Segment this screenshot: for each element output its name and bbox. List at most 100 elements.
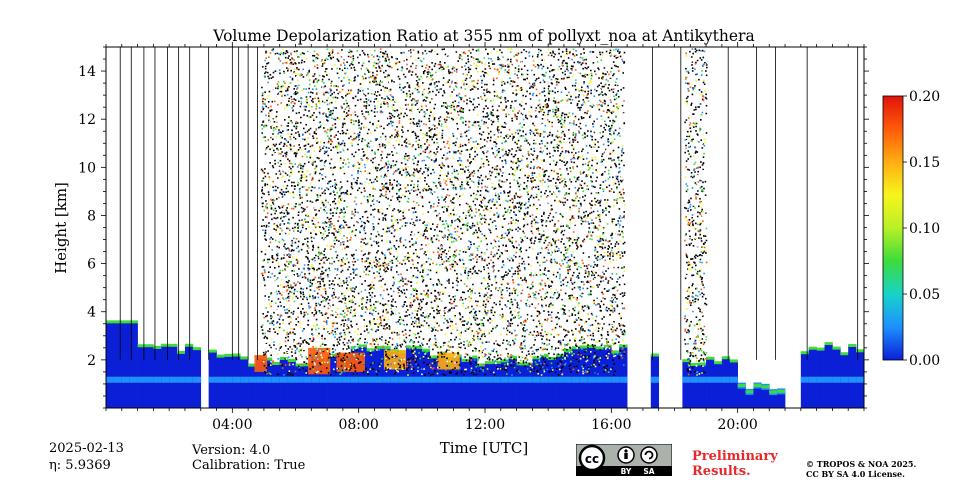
y-tick-label: 10 [78,160,96,176]
bl-top-edge [485,361,494,365]
bl-column [698,363,707,408]
bl-top-edge [611,350,620,354]
bl-mid-band [287,376,296,383]
bl-column [769,391,778,408]
bl-mid-band [192,376,202,383]
bl-mid-band [540,376,549,383]
bl-top-edge [532,356,541,360]
bl-top-edge [129,320,138,324]
bl-top-edge [232,353,241,357]
bl-column [690,363,699,408]
bl-mid-band [303,376,312,383]
bl-top-edge [366,348,375,352]
bl-mid-band [113,376,123,383]
bl-mid-band [129,376,138,383]
bl-mid-band [374,376,383,383]
bl-column [121,321,131,408]
bl-mid-band [350,376,359,383]
bl-mid-band [169,376,178,383]
bl-top-edge [184,343,194,347]
boundary-layer [106,320,865,408]
bl-mid-band [390,376,399,383]
bl-column [548,358,557,408]
bl-top-edge [698,362,707,366]
bl-mid-band [311,376,320,383]
bl-mid-band [682,376,691,383]
bl-top-edge [169,343,178,347]
bl-column [129,321,138,408]
bl-mid-band [721,376,731,383]
y-tick-label: 6 [87,257,96,273]
bl-top-edge [856,349,865,353]
bl-top-edge [713,361,723,365]
bl-top-edge [113,320,123,324]
bl-column [729,360,738,408]
bl-top-edge [563,349,573,353]
bl-column [516,363,525,408]
bl-top-edge [177,350,186,354]
bl-mid-band [485,376,494,383]
bl-mid-band [358,376,367,383]
preliminary-line2: Results. [692,464,751,479]
bl-top-edge [769,390,778,394]
bl-mid-band [279,376,288,383]
bl-top-edge [477,363,486,367]
bl-column [248,364,257,408]
bl-top-edge [548,357,557,361]
bl-column [303,364,312,408]
bl-mid-band [145,376,154,383]
bl-mid-band [406,376,415,383]
heatmap-area [106,47,865,408]
bl-mid-band [469,376,478,383]
bl-column [500,360,510,408]
y-axis: 2 4 6 8 10 12 14 [78,46,869,409]
bl-top-edge [777,389,786,393]
bl-column [737,385,746,408]
bl-mid-band [706,376,715,383]
bl-top-edge [429,355,438,359]
bl-mid-band [587,376,596,383]
bl-column [184,344,194,408]
bl-column [279,357,288,408]
bl-mid-band [208,376,217,383]
bl-mid-band [579,376,588,383]
bl-top-edge [161,343,170,347]
bl-mid-band [437,376,446,383]
bl-column [682,360,691,408]
cloud-patches [254,347,460,375]
bl-column [263,358,273,408]
bl-top-edge [492,360,502,364]
bl-mid-band [429,376,438,383]
bl-mid-band [161,376,170,383]
bl-top-edge [682,359,691,363]
bl-mid-band [342,376,352,383]
bl-top-edge [263,357,273,361]
noise-region [260,48,708,376]
bl-column [271,362,281,408]
bl-mid-band [477,376,486,383]
y-axis-label: Height [km] [52,182,70,274]
colorbar-tick-label: 0.20 [909,89,940,105]
bl-mid-band [334,376,344,383]
copyright-line2: CC BY SA 4.0 License. [806,469,905,479]
bl-mid-band [263,376,273,383]
bl-column [713,362,723,408]
colorbar-tick-label: 0.05 [909,287,940,303]
bl-top-edge [461,358,470,362]
bl-mid-band [295,376,304,383]
chart-title: Volume Depolarization Ratio at 355 nm of… [212,27,754,45]
cc-text: cc [585,452,599,466]
bl-top-edge [469,355,478,359]
x-axis-label: Time [UTC] [440,439,529,457]
bl-top-edge [121,320,131,324]
bl-mid-band [240,376,249,383]
y-tick-label: 12 [78,112,96,128]
bl-top-edge [406,345,415,349]
preliminary-line1: Preliminary [692,449,778,464]
bl-top-edge [800,351,810,355]
bl-top-edge [571,346,581,350]
cloud-patch [383,350,407,370]
bl-top-edge [737,384,746,388]
bl-mid-band [563,376,573,383]
bl-mid-band [650,376,660,383]
